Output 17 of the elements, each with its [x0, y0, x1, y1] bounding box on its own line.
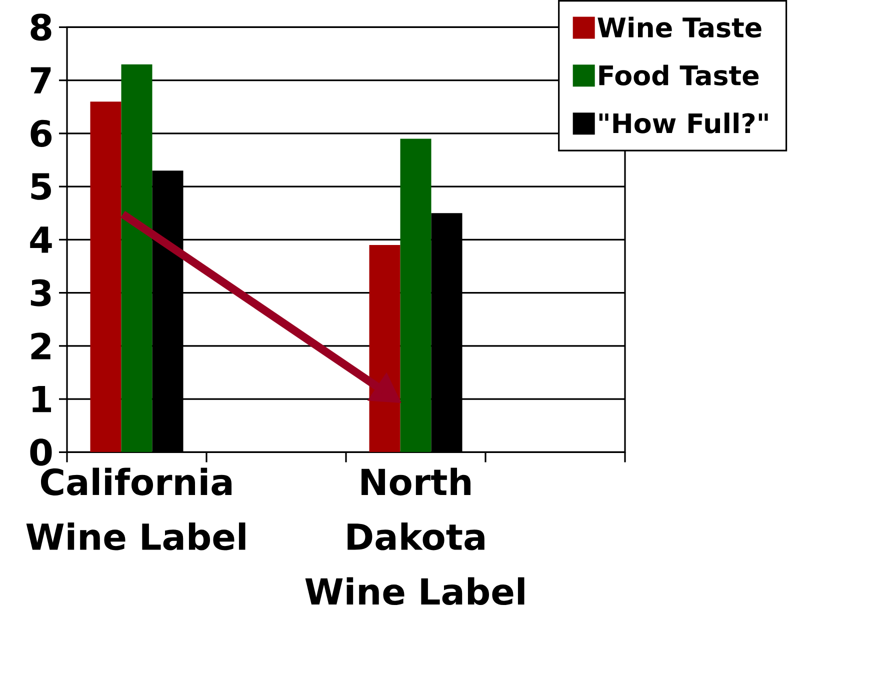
y-tick-label: 5: [31, 173, 51, 200]
legend-label: Food Taste: [599, 64, 759, 86]
y-tick-label: 7: [30, 67, 51, 94]
x-tick-label: California Wine Label: [26, 468, 246, 550]
y-tick-label: 2: [31, 332, 50, 360]
legend-label: "How Full?": [599, 112, 768, 134]
y-tick-label: 3: [30, 279, 51, 306]
bar: [121, 64, 152, 452]
y-tick-label: 1: [32, 386, 52, 412]
y-tick-label: 8: [30, 14, 52, 41]
x-tick-label: North Dakota Wine Label: [305, 468, 524, 605]
bar: [90, 101, 122, 452]
y-tick-label: 4: [30, 226, 52, 253]
y-tick-label: 0: [30, 438, 52, 466]
bar: [400, 138, 432, 452]
legend-label: Wine Taste: [598, 16, 762, 38]
y-tick-label: 6: [30, 120, 52, 147]
